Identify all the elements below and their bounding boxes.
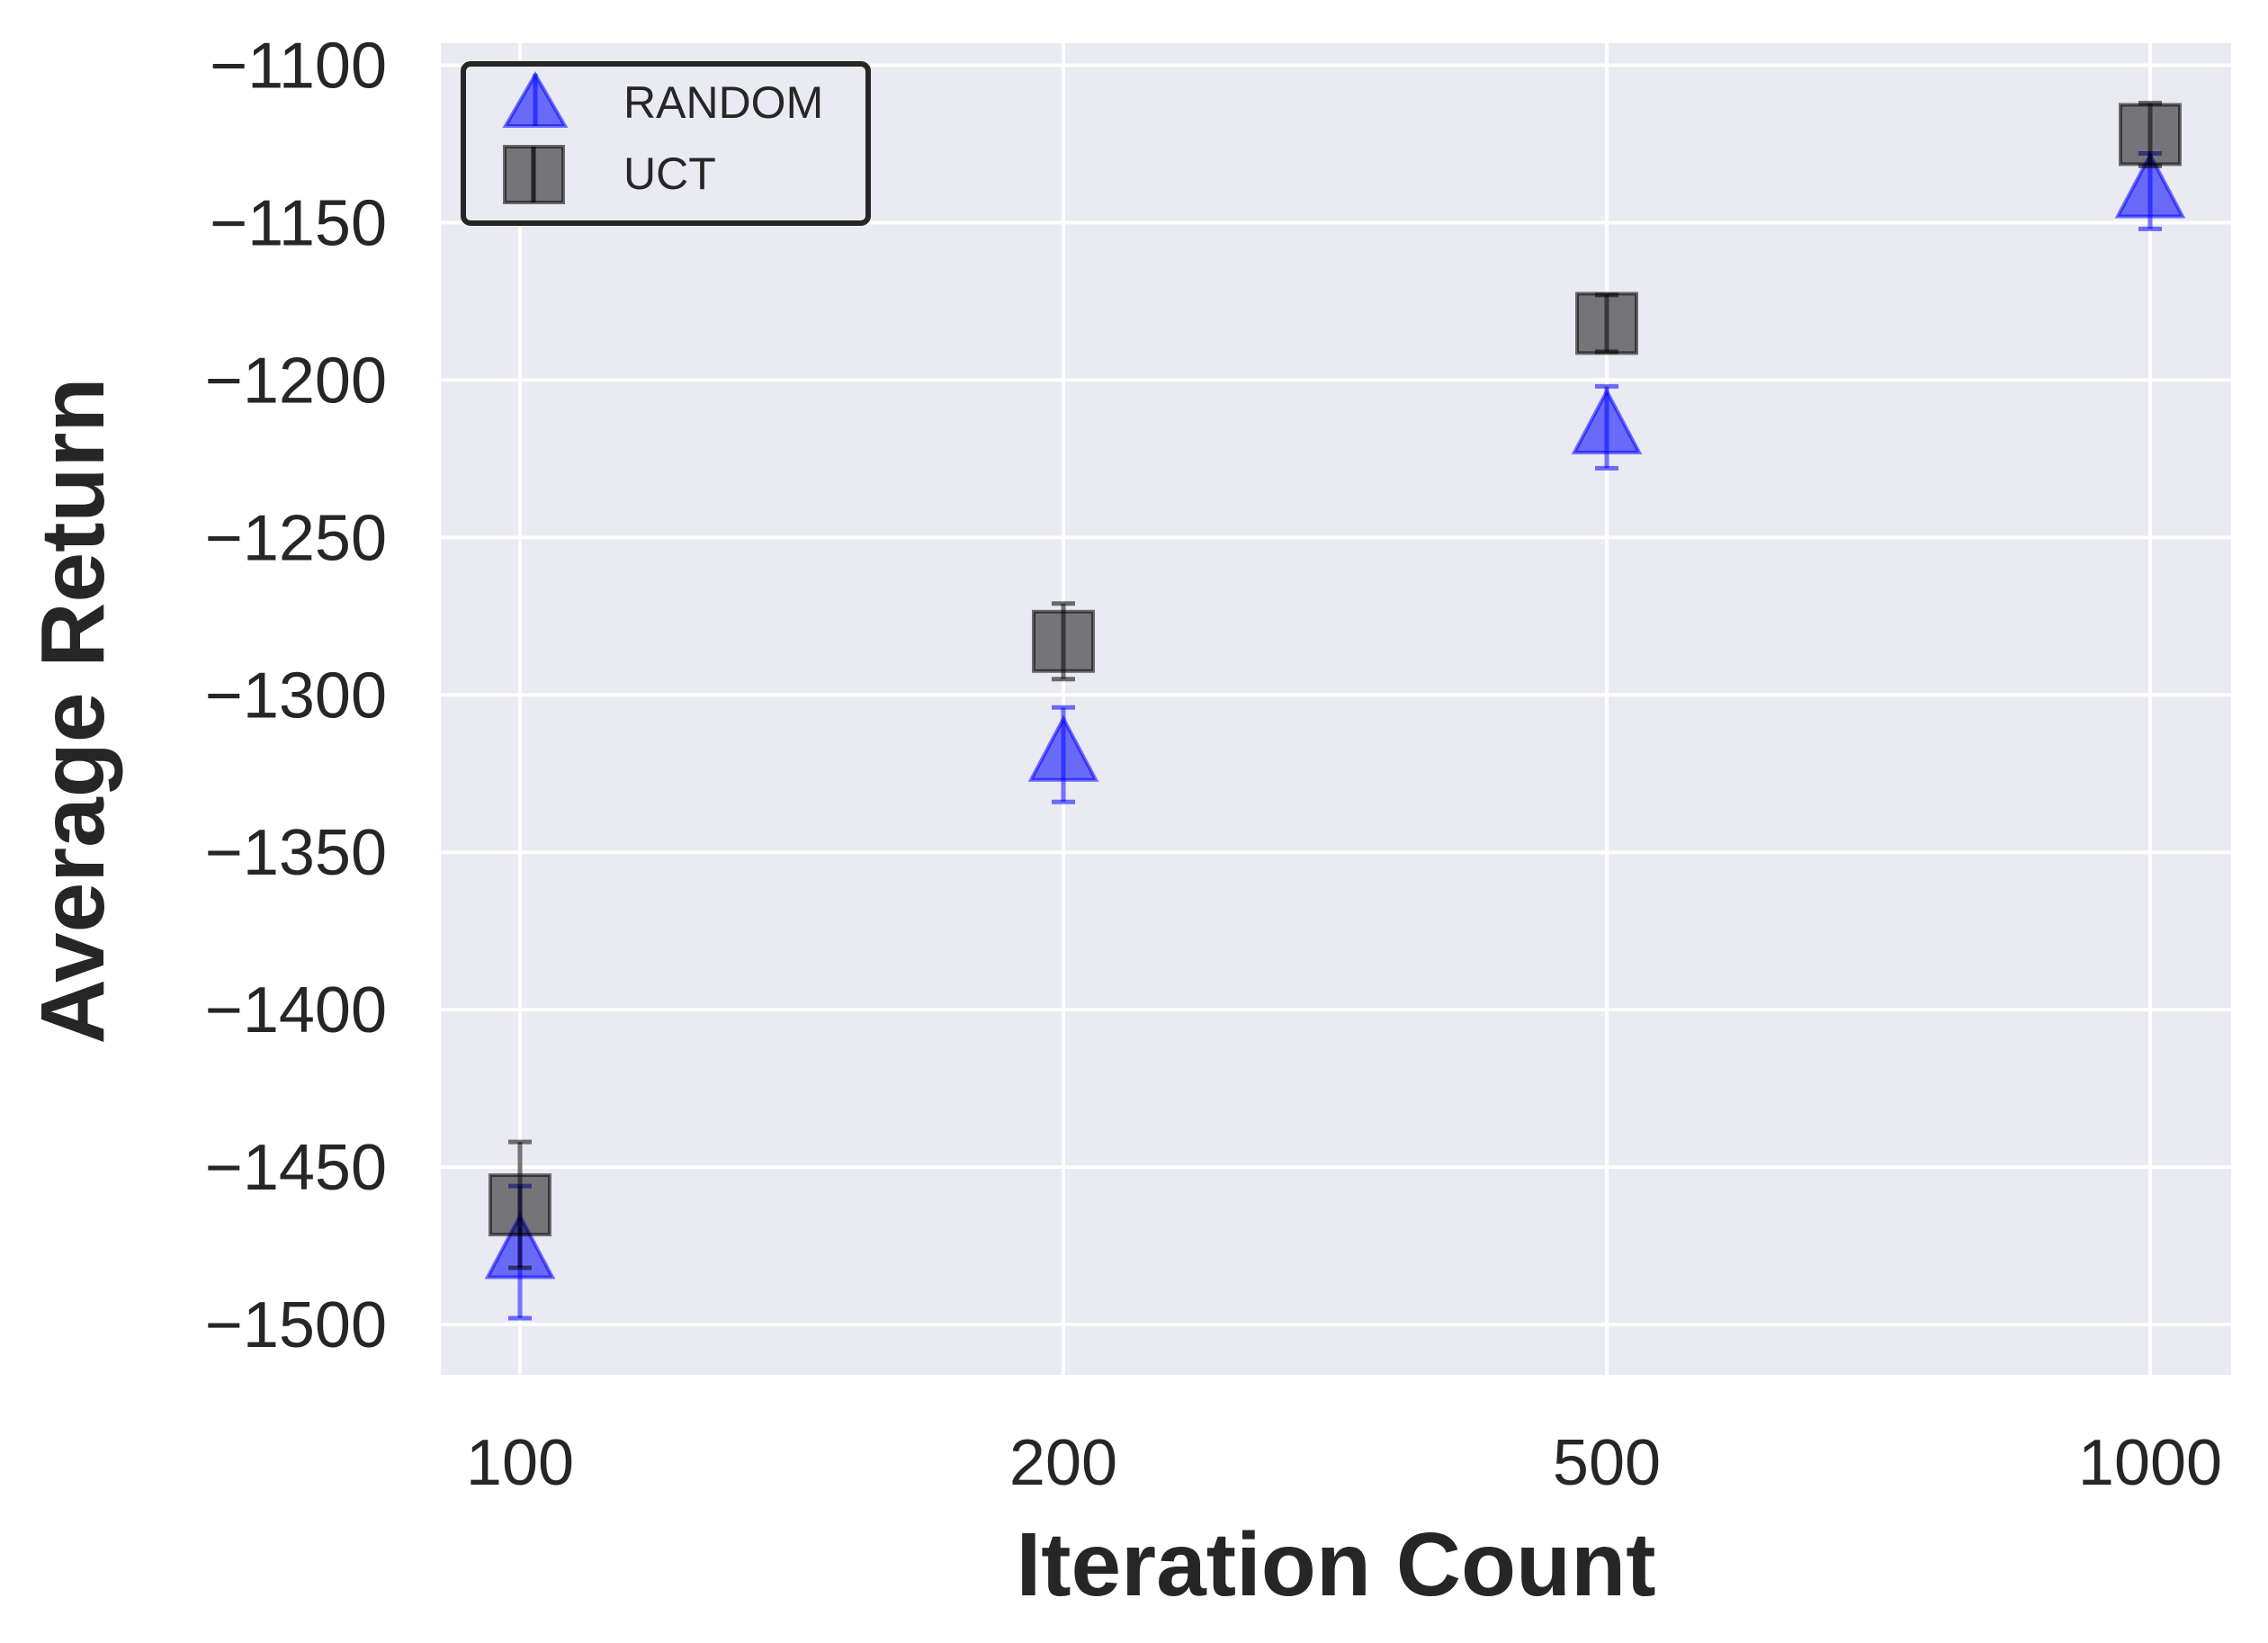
uct-errorbar [1052, 601, 1075, 682]
x-axis: 100 200 500 1000 [466, 1427, 2222, 1499]
legend-uct-label: UCT [623, 148, 716, 199]
x-tick-label: 1000 [2078, 1427, 2222, 1499]
random-errorbar [1052, 705, 1075, 804]
legend-random-label: RANDOM [623, 77, 823, 128]
x-tick-label: 500 [1553, 1427, 1661, 1499]
uct-errorbar [508, 1139, 532, 1270]
legend-random-marker [502, 71, 569, 128]
grid [441, 43, 2231, 1375]
data-marks [484, 100, 2186, 1321]
legend-item-random: RANDOM [502, 71, 823, 128]
uct-errorbar [1595, 292, 1618, 355]
y-tick-label: −1450 [205, 1132, 387, 1204]
x-tick-label: 200 [1009, 1427, 1117, 1499]
y-tick-label: −1250 [205, 502, 387, 574]
random-errorbar [1595, 383, 1618, 471]
y-axis-title: Average Return [22, 378, 123, 1045]
legend-item-uct: UCT [503, 145, 716, 204]
y-tick-label: −1150 [210, 187, 387, 259]
y-axis: −1100 −1150 −1200 −1250 −1300 −1350 −1400 −1450… [205, 30, 387, 1361]
uct-errorbar [2138, 100, 2162, 168]
y-tick-label: −1500 [205, 1289, 387, 1361]
y-tick-label: −1200 [205, 345, 387, 417]
y-tick-label: −1400 [205, 974, 387, 1046]
x-tick-label: 100 [466, 1427, 574, 1499]
y-tick-label: −1300 [205, 660, 387, 732]
legend: RANDOM UCT [461, 61, 871, 226]
y-tick-label: −1100 [210, 30, 387, 102]
y-tick-label: −1350 [205, 817, 387, 889]
x-axis-title: Iteration Count [1016, 1514, 1655, 1615]
plot-area [441, 43, 2231, 1375]
